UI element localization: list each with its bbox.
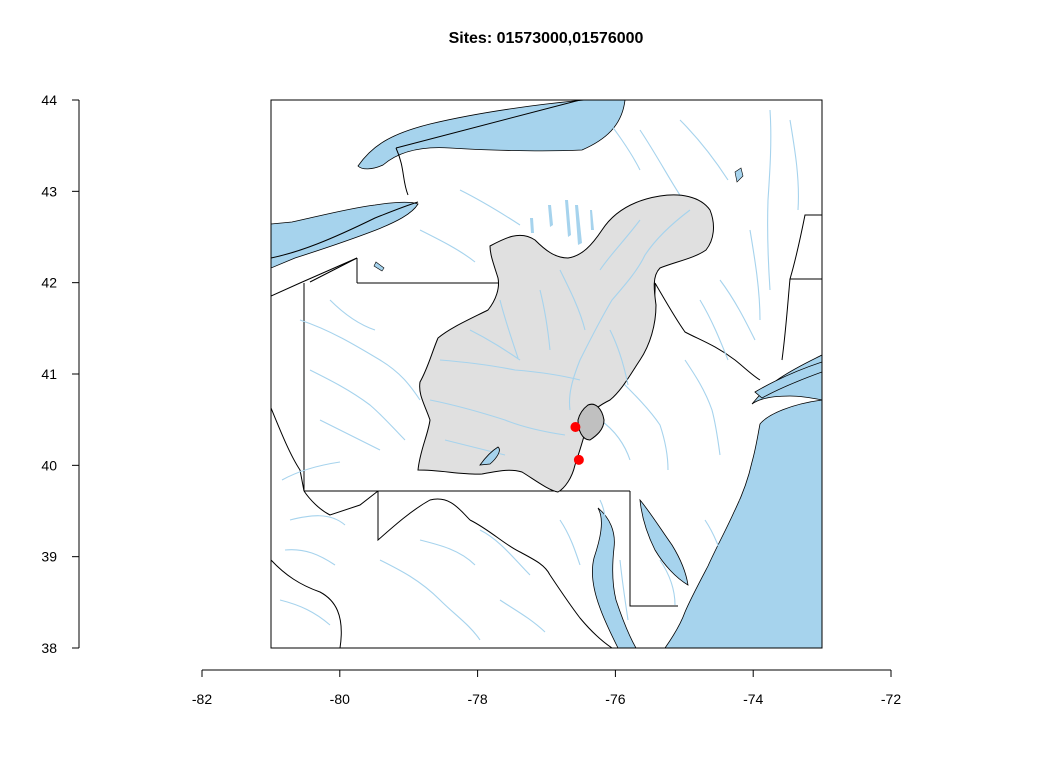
x-tick-label: -78 xyxy=(467,691,487,707)
x-tick-label: -76 xyxy=(605,691,625,707)
susquehanna-basin xyxy=(417,194,714,493)
x-axis: -82 -80 -78 -76 -74 -72 xyxy=(192,669,901,707)
x-tick-label: -74 xyxy=(743,691,763,707)
basin-lake xyxy=(479,446,500,466)
x-tick-label: -80 xyxy=(330,691,350,707)
y-tick-label: 42 xyxy=(41,275,57,291)
map-frame xyxy=(270,99,823,649)
basin-rivers xyxy=(429,209,691,456)
y-tick-label: 39 xyxy=(41,549,57,565)
map-title: Sites: 01573000,01576000 xyxy=(448,30,644,47)
y-tick-label: 40 xyxy=(41,457,57,473)
chesapeake-bay xyxy=(592,507,637,648)
atlantic-ocean xyxy=(664,354,822,648)
lake-ontario xyxy=(357,100,626,170)
y-axis: 38 39 40 41 42 43 44 xyxy=(41,92,80,656)
finger-lakes xyxy=(530,200,594,245)
x-tick-label: -82 xyxy=(192,691,212,707)
rivers xyxy=(279,109,808,641)
x-tick-label: -72 xyxy=(881,691,901,707)
site-markers xyxy=(570,421,584,465)
delaware-bay xyxy=(639,498,689,586)
sub-basin xyxy=(577,403,605,441)
y-tick-label: 41 xyxy=(41,366,57,382)
map-panel xyxy=(271,100,822,648)
y-tick-label: 43 xyxy=(41,183,57,199)
state-borders xyxy=(271,100,822,648)
small-lakes xyxy=(373,167,744,272)
long-island-sound xyxy=(754,361,822,399)
lake-erie xyxy=(271,201,419,269)
y-tick-label: 38 xyxy=(41,640,57,656)
site-marker xyxy=(570,421,581,432)
y-tick-label: 44 xyxy=(41,92,57,108)
site-marker xyxy=(573,454,584,465)
